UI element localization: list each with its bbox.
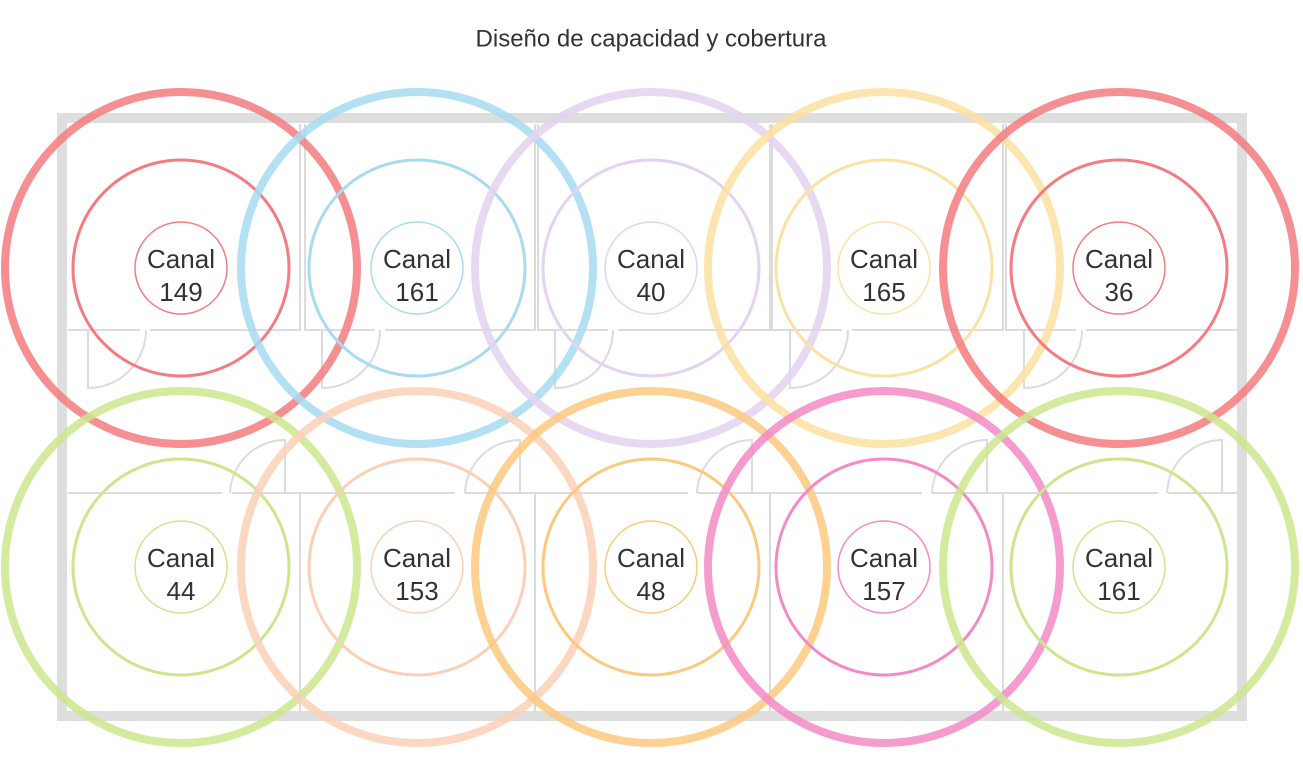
channel-number: 161 [395,277,438,307]
floor-plan [57,113,1247,721]
coverage-middle [1009,457,1229,677]
channel-number: 165 [862,277,905,307]
coverage-middle [307,158,527,378]
coverage-inner [1072,520,1166,614]
coverage-middle [774,158,994,378]
doors [87,329,1223,494]
coverage-middle [774,457,994,677]
channel-label: Canal [850,543,918,573]
coverage-outer [1,387,361,747]
coverage-outer [939,387,1299,747]
channel-number: 48 [637,576,666,606]
coverage-inner [837,221,931,315]
channel-number: 157 [862,576,905,606]
coverage-outer [704,88,1064,448]
channel-label: Canal [617,244,685,274]
coverage-middle [71,457,291,677]
channel-number: 149 [159,277,202,307]
coverage-inner [837,520,931,614]
channel-number: 36 [1105,277,1134,307]
coverage-middle [307,457,527,677]
coverage-inner [604,221,698,315]
coverage-outer [939,88,1299,448]
channel-number: 40 [637,277,666,307]
channel-label: Canal [147,244,215,274]
channel-number: 161 [1097,576,1140,606]
coverage-outer [1,88,361,448]
channel-label: Canal [383,543,451,573]
channel-label: Canal [1085,543,1153,573]
channel-number: 153 [395,576,438,606]
channel-label: Canal [850,244,918,274]
room-walls [68,124,1237,712]
coverage-inner [370,221,464,315]
coverage-middle [1009,158,1229,378]
coverage-outer [237,88,597,448]
coverage-outer [471,88,831,448]
channel-label: Canal [617,543,685,573]
channel-label: Canal [147,543,215,573]
outer-wall [57,113,1247,721]
coverage-inner [134,221,228,315]
coverage-outer [704,387,1064,747]
coverage-inner [370,520,464,614]
coverage-middle [541,457,761,677]
coverage-middle [71,158,291,378]
coverage-inner [1072,221,1166,315]
coverage-outer [471,387,831,747]
title: Diseño de capacidad y cobertura [476,25,828,52]
channel-number: 44 [167,576,196,606]
channel-label: Canal [1085,244,1153,274]
channel-label: Canal [383,244,451,274]
coverage-inner [604,520,698,614]
coverage-inner [134,520,228,614]
coverage-middle [541,158,761,378]
coverage-outer [237,387,597,747]
